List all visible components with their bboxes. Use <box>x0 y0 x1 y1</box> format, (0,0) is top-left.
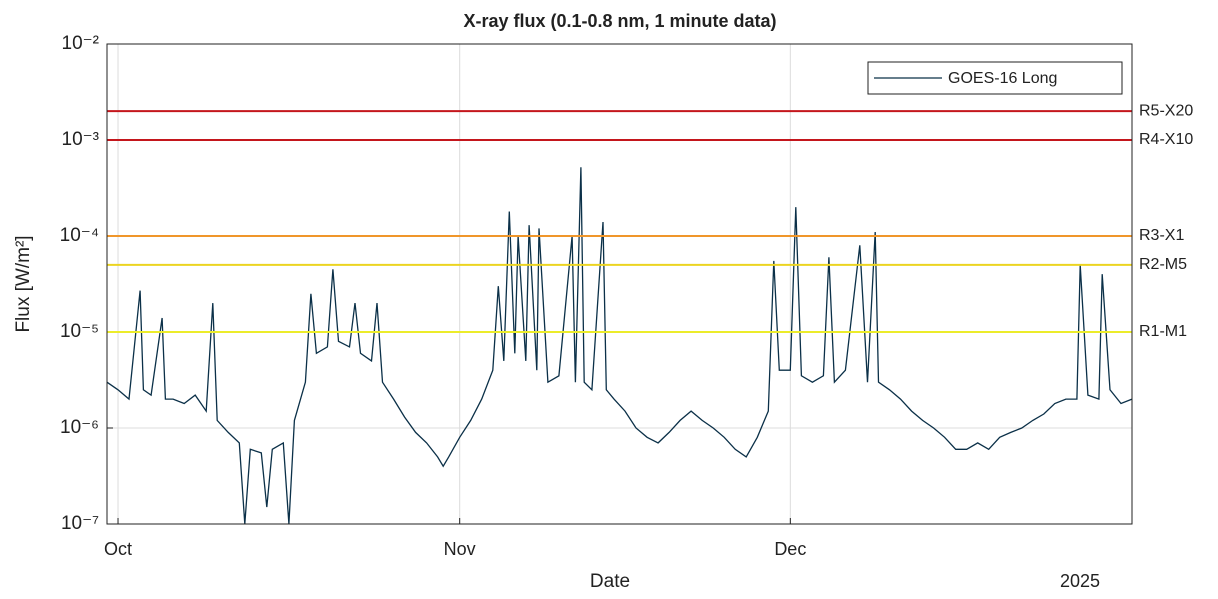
x-tick-label: Nov <box>444 539 476 559</box>
threshold-label: R4-X10 <box>1139 131 1193 148</box>
plot-frame <box>106 43 1133 525</box>
x-tick-label: Dec <box>774 539 806 559</box>
x-secondary-label: 2025 <box>1060 571 1100 591</box>
x-axis-label: Date <box>590 571 630 592</box>
y-tick-label: 10⁻⁶ <box>60 417 99 438</box>
threshold-label: R5-X20 <box>1139 102 1193 119</box>
threshold-label: R1-M1 <box>1139 323 1187 340</box>
y-tick-label: 10⁻³ <box>62 129 100 150</box>
y-tick-label: 10⁻⁵ <box>60 321 99 342</box>
y-tick-label: 10⁻⁷ <box>61 513 99 534</box>
threshold-label: R3-X1 <box>1139 227 1184 244</box>
y-tick-label: 10⁻² <box>62 33 100 54</box>
series-line <box>106 167 1133 525</box>
threshold-label: R2-M5 <box>1139 256 1187 273</box>
legend-label: GOES-16 Long <box>948 70 1057 87</box>
y-tick-label: 10⁻⁴ <box>60 225 99 246</box>
x-tick-label: Oct <box>104 539 132 559</box>
chart-title: X-ray flux (0.1-0.8 nm, 1 minute data) <box>463 11 776 31</box>
y-axis-label: Flux [W/m²] <box>13 235 34 332</box>
